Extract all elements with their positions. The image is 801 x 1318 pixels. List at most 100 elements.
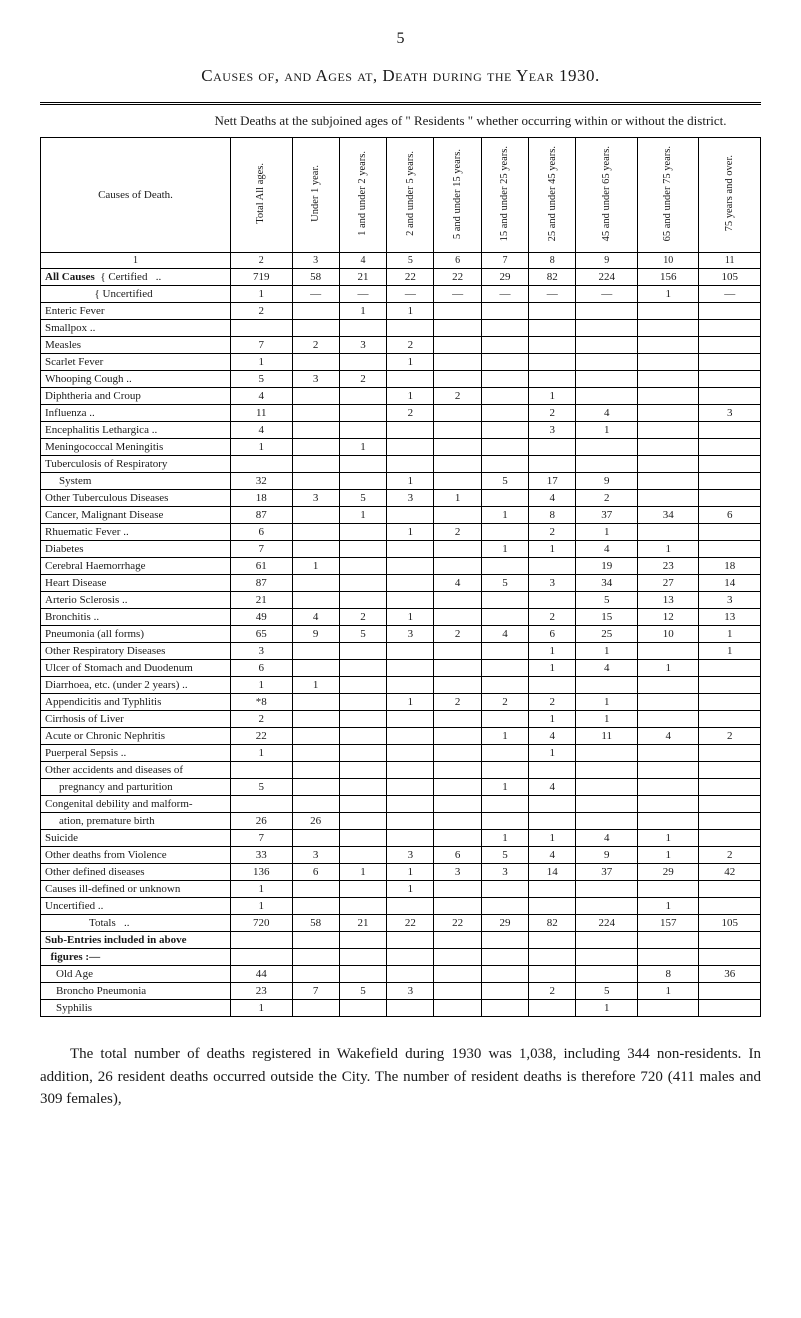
cell	[339, 558, 386, 575]
cell: 10	[637, 626, 699, 643]
cell: 4	[231, 422, 293, 439]
cell: 4	[576, 830, 638, 847]
cell	[699, 660, 761, 677]
col-number: 6	[434, 253, 481, 269]
cell	[339, 643, 386, 660]
col-header-15-25: 15 and under 25 years.	[481, 138, 528, 253]
cell: 7	[231, 541, 293, 558]
cell: 17	[529, 473, 576, 490]
cell: —	[434, 286, 481, 303]
cell: 4	[576, 405, 638, 422]
cell: 9	[292, 626, 339, 643]
cell	[481, 1000, 528, 1017]
row-label: ation, premature birth	[41, 813, 231, 830]
cell: 1	[637, 830, 699, 847]
cell: 29	[637, 864, 699, 881]
col-header-2-5: 2 and under 5 years.	[387, 138, 434, 253]
cell	[292, 830, 339, 847]
cell	[699, 541, 761, 558]
cell	[434, 966, 481, 983]
cell	[434, 422, 481, 439]
cell	[387, 320, 434, 337]
cell	[699, 830, 761, 847]
cell	[637, 320, 699, 337]
cell: 1	[339, 439, 386, 456]
cell: 1	[387, 524, 434, 541]
cell	[292, 541, 339, 558]
cell: 5	[339, 490, 386, 507]
cell	[339, 966, 386, 983]
cell	[292, 507, 339, 524]
row-label: Causes ill-defined or unknown	[41, 881, 231, 898]
table-wrapper: Nett Deaths at the subjoined ages of " R…	[40, 102, 761, 1017]
cell: 3	[387, 626, 434, 643]
cell: 37	[576, 864, 638, 881]
cell: 1	[387, 694, 434, 711]
cell	[529, 456, 576, 473]
cell	[699, 762, 761, 779]
cell	[292, 456, 339, 473]
cell	[481, 405, 528, 422]
row-label: Other accidents and diseases of	[41, 762, 231, 779]
row-label: Broncho Pneumonia	[41, 983, 231, 1000]
cell	[699, 694, 761, 711]
cell	[387, 932, 434, 949]
cell	[387, 507, 434, 524]
cell: 1	[529, 541, 576, 558]
cell: 1	[231, 286, 293, 303]
cell	[434, 473, 481, 490]
cell: 3	[292, 847, 339, 864]
cell	[637, 779, 699, 796]
col-header-65-75: 65 and under 75 years.	[637, 138, 699, 253]
cell: 2	[529, 405, 576, 422]
cell	[292, 762, 339, 779]
cell: 5	[576, 983, 638, 1000]
cell	[529, 303, 576, 320]
cell	[292, 728, 339, 745]
col-number: 5	[387, 253, 434, 269]
cell	[292, 711, 339, 728]
cell: 2	[339, 371, 386, 388]
cell	[339, 422, 386, 439]
cell	[434, 813, 481, 830]
cell	[637, 439, 699, 456]
cell	[576, 779, 638, 796]
cell	[434, 745, 481, 762]
col-number: 7	[481, 253, 528, 269]
cell	[339, 1000, 386, 1017]
cell: 4	[434, 575, 481, 592]
cell: 4	[529, 779, 576, 796]
cell: 5	[339, 626, 386, 643]
cell: 3	[529, 422, 576, 439]
cell	[529, 881, 576, 898]
cell	[339, 728, 386, 745]
row-label: Diarrhoea, etc. (under 2 years) ..	[41, 677, 231, 694]
cell: 1	[434, 490, 481, 507]
row-label: Influenza ..	[41, 405, 231, 422]
row-label: Enteric Fever	[41, 303, 231, 320]
cell	[481, 439, 528, 456]
cell	[481, 354, 528, 371]
cell: 5	[576, 592, 638, 609]
cell: 720	[231, 915, 293, 932]
cell: 3	[292, 371, 339, 388]
cell	[481, 898, 528, 915]
cell	[434, 354, 481, 371]
cell	[292, 694, 339, 711]
cell: 1	[637, 898, 699, 915]
cell	[699, 524, 761, 541]
cell: 1	[387, 354, 434, 371]
cell	[481, 660, 528, 677]
cell: 1	[576, 422, 638, 439]
cell	[481, 456, 528, 473]
cell	[481, 337, 528, 354]
cell	[434, 558, 481, 575]
cell	[637, 1000, 699, 1017]
sub-entries-title: Sub-Entries included in above	[41, 932, 231, 949]
cell	[434, 830, 481, 847]
cell	[529, 439, 576, 456]
cell	[481, 422, 528, 439]
cell	[699, 473, 761, 490]
cell	[529, 813, 576, 830]
cell: 1	[481, 541, 528, 558]
